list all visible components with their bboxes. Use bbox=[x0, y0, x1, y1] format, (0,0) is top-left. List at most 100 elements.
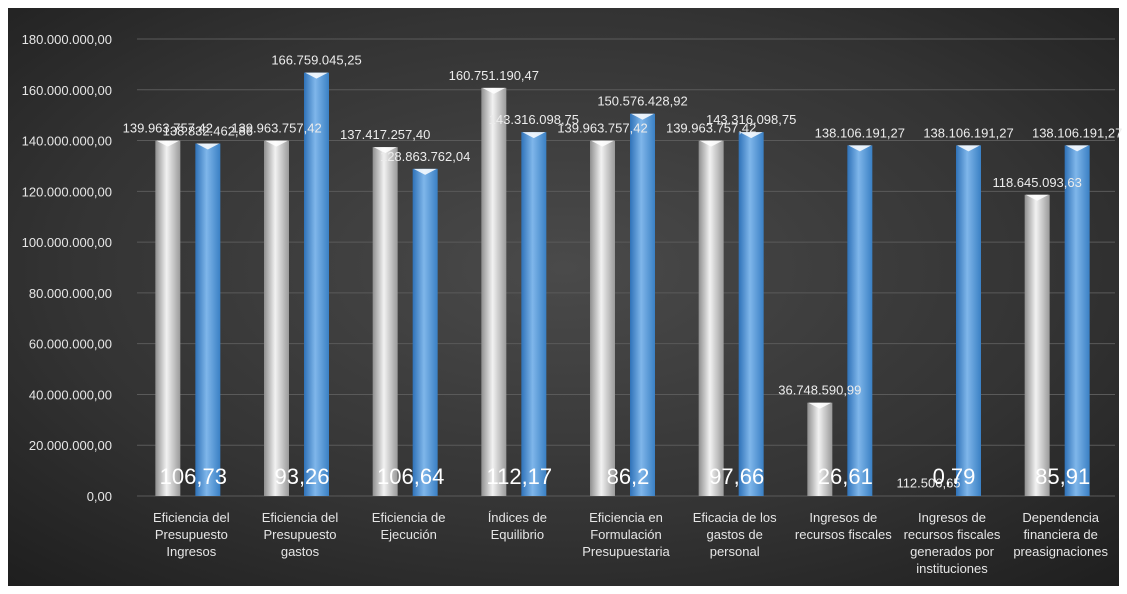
bar-value-label: 143.316.098,75 bbox=[706, 112, 796, 127]
bar-series-2 bbox=[412, 168, 438, 496]
category-label: Eficiencia del Presupuesto gastos bbox=[262, 510, 339, 559]
bar-value-label: 160.751.190,47 bbox=[449, 68, 539, 83]
bar-value-label: 139.963.757,42 bbox=[666, 121, 756, 136]
bar-series-1 bbox=[590, 140, 615, 496]
bar-value-label: 150.576.428,92 bbox=[597, 94, 687, 109]
category-label-line: Ingresos de bbox=[918, 510, 986, 525]
percentage-label: 26,61 bbox=[818, 464, 873, 489]
bar-top-highlight bbox=[591, 140, 614, 147]
percentage-label: 106,73 bbox=[160, 464, 227, 489]
bar-series-2 bbox=[847, 145, 873, 497]
bar-value-label: 137.417.257,40 bbox=[340, 127, 430, 142]
category-label-line: Dependencia bbox=[1022, 510, 1099, 525]
bar-top-highlight bbox=[522, 132, 546, 139]
category-label: Eficiencia de Ejecución bbox=[372, 510, 446, 542]
category-label-line: Eficiencia en bbox=[589, 510, 663, 525]
percentage-label: 97,66 bbox=[709, 464, 764, 489]
y-tick-label: 0,00 bbox=[87, 489, 112, 504]
bar-top-highlight bbox=[1025, 194, 1049, 201]
y-tick-label: 140.000.000,00 bbox=[22, 134, 112, 149]
category-label-line: instituciones bbox=[916, 561, 988, 576]
category-label: Ingresos de recursos fiscales bbox=[795, 510, 892, 542]
data-labels: 139.963.757,42138.832.462,86106,73139.96… bbox=[123, 53, 1123, 491]
bar-value-label: 139.963.757,42 bbox=[557, 121, 647, 136]
category-label-line: Presupuesto bbox=[264, 527, 337, 542]
category-label-line: Ingresos bbox=[166, 544, 216, 559]
bar-value-label: 139.963.757,42 bbox=[123, 121, 213, 136]
bar-top-highlight bbox=[265, 140, 288, 147]
percentage-label: 86,2 bbox=[607, 464, 650, 489]
bar-top-highlight bbox=[1065, 145, 1089, 152]
bar-value-label: 143.316.098,75 bbox=[489, 112, 579, 127]
category-label-line: recursos fiscales bbox=[795, 527, 892, 542]
bar-top-highlight bbox=[413, 168, 437, 175]
percentage-label: 93,26 bbox=[274, 464, 329, 489]
category-label: Eficacia de los gastos de personal bbox=[693, 510, 777, 559]
y-tick-label: 160.000.000,00 bbox=[22, 83, 112, 98]
y-tick-label: 120.000.000,00 bbox=[22, 184, 112, 199]
bar-value-label: 128.863.762,04 bbox=[380, 149, 470, 164]
bar-series-2 bbox=[738, 132, 764, 496]
bar-series-2 bbox=[304, 72, 329, 496]
bar-top-highlight bbox=[196, 143, 220, 150]
bar-value-label: 138.832.462,86 bbox=[163, 124, 253, 139]
category-label-line: Presupuesto bbox=[155, 527, 228, 542]
bar-top-highlight bbox=[482, 87, 506, 94]
bar-top-highlight bbox=[957, 145, 980, 152]
category-label-line: generados por bbox=[910, 544, 995, 559]
category-label: Eficiencia del Presupuesto Ingresos bbox=[153, 510, 230, 559]
bar-top-highlight bbox=[631, 113, 654, 120]
bar-series-1 bbox=[481, 87, 507, 496]
percentage-label: 85,91 bbox=[1035, 464, 1090, 489]
category-label-line: Presupuestaria bbox=[582, 544, 670, 559]
category-label-line: Eficiencia de bbox=[372, 510, 446, 525]
category-label-line: gastos de bbox=[706, 527, 762, 542]
bar-top-highlight bbox=[848, 145, 872, 152]
bar-value-label: 139.963.757,42 bbox=[231, 121, 321, 136]
bar-series-1 bbox=[372, 147, 398, 496]
category-label: Índices de Equilibrio bbox=[488, 510, 547, 542]
bar-series-2 bbox=[1064, 145, 1090, 497]
category-label-line: personal bbox=[710, 544, 760, 559]
bar-top-highlight bbox=[156, 140, 180, 147]
percentage-label: 106,64 bbox=[377, 464, 444, 489]
y-axis-tick-labels: 0,00 20.000.000,00 40.000.000,00 60.000.000… bbox=[22, 32, 112, 504]
category-label-line: recursos fiscales bbox=[904, 527, 1001, 542]
y-tick-label: 60.000.000,00 bbox=[29, 337, 112, 352]
category-label-line: Eficiencia del bbox=[262, 510, 339, 525]
y-tick-label: 80.000.000,00 bbox=[29, 286, 112, 301]
y-tick-label: 20.000.000,00 bbox=[29, 438, 112, 453]
gridlines bbox=[137, 38, 1115, 497]
y-tick-label: 100.000.000,00 bbox=[22, 235, 112, 250]
bar-series-2 bbox=[630, 113, 655, 496]
percentage-label: 112,17 bbox=[487, 464, 553, 489]
y-tick-label: 180.000.000,00 bbox=[22, 32, 112, 47]
bar-series-1 bbox=[807, 402, 833, 496]
category-label-line: Equilibrio bbox=[491, 527, 544, 542]
x-axis-category-labels: Eficiencia del Presupuesto Ingresos Eficien… bbox=[153, 510, 1108, 576]
chart-background bbox=[8, 8, 1119, 586]
category-label: Eficiencia en Formulación Presupuestaria bbox=[582, 510, 670, 559]
category-label-line: preasignaciones bbox=[1013, 544, 1108, 559]
category-label-line: Formulación bbox=[590, 527, 662, 542]
bar-top-highlight bbox=[699, 140, 723, 147]
category-label: Ingresos de recursos fiscales generados po… bbox=[904, 510, 1001, 576]
bar-series-2 bbox=[956, 145, 981, 497]
category-label-line: Ingresos de bbox=[809, 510, 877, 525]
bar-value-label: 138.106.191,27 bbox=[923, 125, 1013, 140]
bar-value-label: 112.506,65 bbox=[896, 476, 960, 491]
bar-series-2 bbox=[195, 143, 221, 496]
bar-value-label: 36.748.590,99 bbox=[778, 383, 861, 398]
bar-value-label: 118.645.093,63 bbox=[992, 175, 1081, 190]
bar-value-label: 166.759.045,25 bbox=[271, 53, 361, 68]
bar-top-highlight bbox=[808, 402, 832, 409]
bar-series-1 bbox=[698, 140, 724, 496]
category-label-line: financiera de bbox=[1023, 527, 1097, 542]
bar-value-label: 138.106.191,27 bbox=[815, 125, 905, 140]
category-label-line: Eficacia de los bbox=[693, 510, 777, 525]
category-label: Dependencia financiera de preasignaciones bbox=[1013, 510, 1108, 559]
y-tick-label: 40.000.000,00 bbox=[29, 387, 112, 402]
percentage-label: 0,79 bbox=[933, 464, 976, 489]
bar-series-1 bbox=[1024, 194, 1050, 496]
